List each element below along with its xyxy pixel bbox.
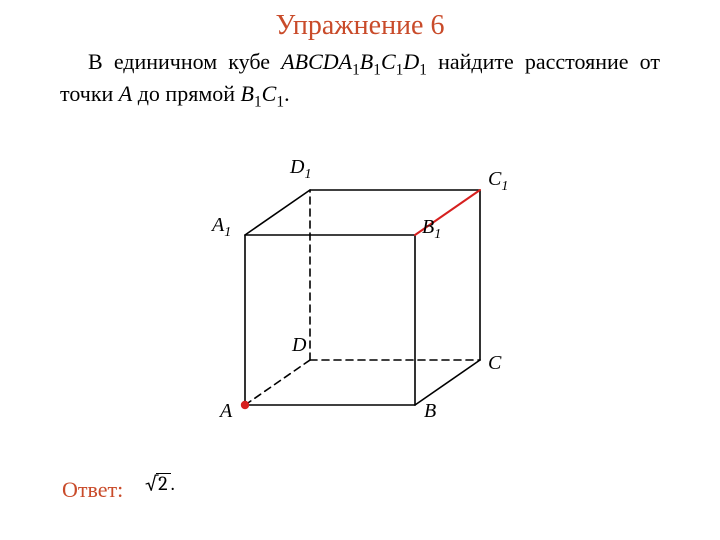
answer-label: Ответ: — [62, 477, 123, 503]
exercise-title: Упражнение 6 — [0, 10, 720, 42]
vertex-label-A1: A1 — [212, 214, 231, 241]
cube-figure: A B C D A1 B1 C1 D1 — [190, 130, 530, 440]
problem-mid2: до прямой — [132, 81, 240, 106]
problem-line-p2: C — [262, 81, 277, 106]
answer-radicand: 2 — [156, 473, 170, 494]
problem-prefix: В единичном кубе — [88, 49, 281, 74]
problem-line-p1: B — [241, 81, 254, 106]
problem-text: В единичном кубе ABCDA1B1C1D1 найдите ра… — [60, 48, 660, 111]
cube-svg — [190, 130, 530, 440]
vertex-label-D: D — [292, 334, 306, 357]
vertex-label-A: A — [220, 400, 232, 423]
vertex-label-B1: B1 — [422, 216, 441, 243]
problem-cube-name: ABCDA — [281, 49, 352, 74]
vertex-label-C1: C1 — [488, 168, 508, 195]
sqrt-icon: √2 — [145, 472, 171, 495]
answer-suffix: . — [171, 472, 175, 495]
vertex-label-D1: D1 — [290, 156, 311, 183]
problem-point: A — [119, 81, 132, 106]
problem-period: . — [284, 81, 290, 106]
answer-value: √2 . — [145, 472, 175, 495]
vertex-label-C: C — [488, 352, 501, 375]
vertex-label-B: B — [424, 400, 436, 423]
